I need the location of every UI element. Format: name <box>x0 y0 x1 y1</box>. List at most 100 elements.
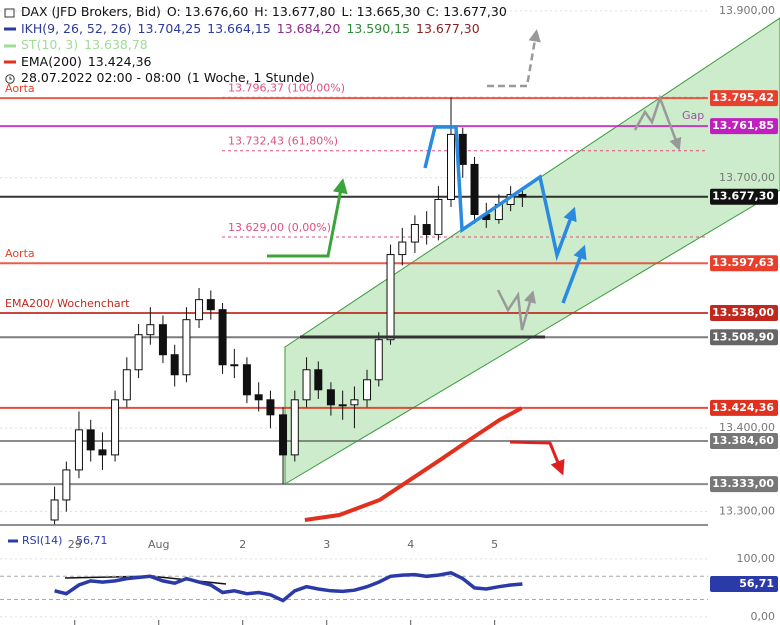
indicator-value: 13.590,15 <box>346 20 411 36</box>
indicator-value: 13.704,25 <box>137 20 202 36</box>
price-box <box>710 304 778 321</box>
price-box <box>710 188 778 205</box>
period: 28.07.2022 02:00 - 08:00 <box>21 70 182 85</box>
price-label: 13.795,42 <box>712 91 774 104</box>
rsi-line <box>54 570 523 603</box>
level-name: Aorta <box>5 247 35 260</box>
candle-body <box>374 339 383 381</box>
candles <box>50 97 527 525</box>
candle-body <box>447 133 456 200</box>
candle-body <box>170 354 179 376</box>
level-name: Aorta <box>5 82 35 95</box>
candle-body <box>518 193 527 198</box>
price-box <box>710 118 778 135</box>
indicator-name: EMA(200) <box>21 53 82 69</box>
fib-label: 13.629,00 (0,00%) <box>228 221 331 234</box>
candle-body <box>98 449 107 456</box>
y-tick-label: 0,00 <box>751 610 776 623</box>
candle-body <box>206 299 215 311</box>
candle-body <box>122 369 131 401</box>
trend-channel <box>284 17 780 485</box>
price-box <box>710 476 778 493</box>
scenario-arrow <box>487 29 541 88</box>
price-label: 13.424,36 <box>712 401 774 414</box>
candle-body <box>266 399 275 416</box>
y-tick-label: 13.700,00 <box>719 171 775 184</box>
price-box <box>710 399 778 416</box>
candle-body <box>86 429 95 451</box>
x-tick-label: 29 <box>68 538 82 551</box>
scenario-arrow <box>267 178 348 258</box>
period-note: (1 Woche, 1 Stunde) <box>187 70 315 85</box>
scenario-arrow <box>561 244 587 304</box>
candle-body <box>74 429 83 471</box>
candle-body <box>434 198 443 236</box>
candle-body <box>195 299 204 321</box>
annotation: Gap <box>682 109 704 122</box>
candle-body <box>230 364 239 367</box>
price-label: 13.384,60 <box>712 434 774 447</box>
candle-body <box>279 414 288 456</box>
candle-body <box>242 364 251 396</box>
price-label: 13.761,85 <box>712 119 774 132</box>
y-tick-label: 13.400,00 <box>719 421 775 434</box>
legend-row: 28.07.2022 02:00 - 08:00 (1 Woche, 1 Stun… <box>4 70 513 87</box>
scenario-path <box>423 125 577 262</box>
candle-body <box>338 404 347 407</box>
price-box <box>710 90 778 107</box>
symbol: DAX (JFD Brokers, Bid) <box>21 4 161 19</box>
candle-body <box>326 389 335 406</box>
fib-label: 13.796,37 (100,00%) <box>228 81 345 94</box>
price-box <box>710 255 778 272</box>
candle-body <box>254 394 263 401</box>
ohlc: H: 13.677,80 <box>254 4 336 19</box>
candle-body <box>302 369 311 401</box>
candle-body <box>62 469 71 501</box>
y-tick-label: 100,00 <box>737 552 776 565</box>
legend-row: EMA(200) 13.424,36 <box>4 54 513 71</box>
ohlc: C: 13.677,30 <box>426 4 507 19</box>
x-tick-label: Aug <box>148 538 169 551</box>
candle-body <box>350 399 359 406</box>
candle-body <box>398 241 407 256</box>
price-label: 13.508,90 <box>712 330 774 343</box>
rsi-value-box: 56,71 <box>739 577 774 590</box>
price-label: 13.538,00 <box>712 306 774 319</box>
icon <box>4 44 16 47</box>
icon <box>4 27 16 31</box>
levels: 13.795,42 Aorta 13.761,85 13.677,30 13.597,6… <box>0 81 778 493</box>
scenario-arrow <box>496 289 536 331</box>
indicator-value: 13.664,15 <box>207 20 271 36</box>
candle-body <box>158 324 167 356</box>
x-tick-label: 5 <box>491 538 498 551</box>
candle-body <box>134 334 143 371</box>
icon <box>5 73 15 84</box>
indicator-value: 13.677,30 <box>416 20 480 36</box>
candle-body <box>314 369 323 391</box>
candle-body <box>410 224 419 243</box>
rsi-name: RSI(14) <box>22 534 62 547</box>
candle-body <box>386 254 395 341</box>
legend-row: ST(10, 3) 13.638,78 <box>4 37 513 54</box>
icon <box>4 8 15 17</box>
candle-body <box>111 399 120 456</box>
price-box <box>710 433 778 450</box>
legend-row: IKH(9, 26, 52, 26) 13.704,25 13.664,15 13.6… <box>4 21 513 38</box>
y-tick-label: 13.900,00 <box>719 4 775 17</box>
scenario-arrow <box>633 94 682 151</box>
ohlc: L: 13.665,30 <box>341 4 421 19</box>
candle-body <box>470 163 479 216</box>
indicator-value: 13.638,78 <box>84 37 148 52</box>
candle-body <box>50 499 59 521</box>
level-name: EMA200/ Wochenchart <box>5 297 130 310</box>
indicator-value: 13.684,20 <box>276 20 341 36</box>
candle-body <box>290 399 299 456</box>
indicator-line <box>304 406 523 522</box>
indicator-name: IKH(9, 26, 52, 26) <box>21 20 132 36</box>
price-box <box>710 329 778 346</box>
x-tick-label: 4 <box>407 538 414 551</box>
icon <box>4 60 16 64</box>
fib-label: 13.732,43 (61,80%) <box>228 135 338 148</box>
